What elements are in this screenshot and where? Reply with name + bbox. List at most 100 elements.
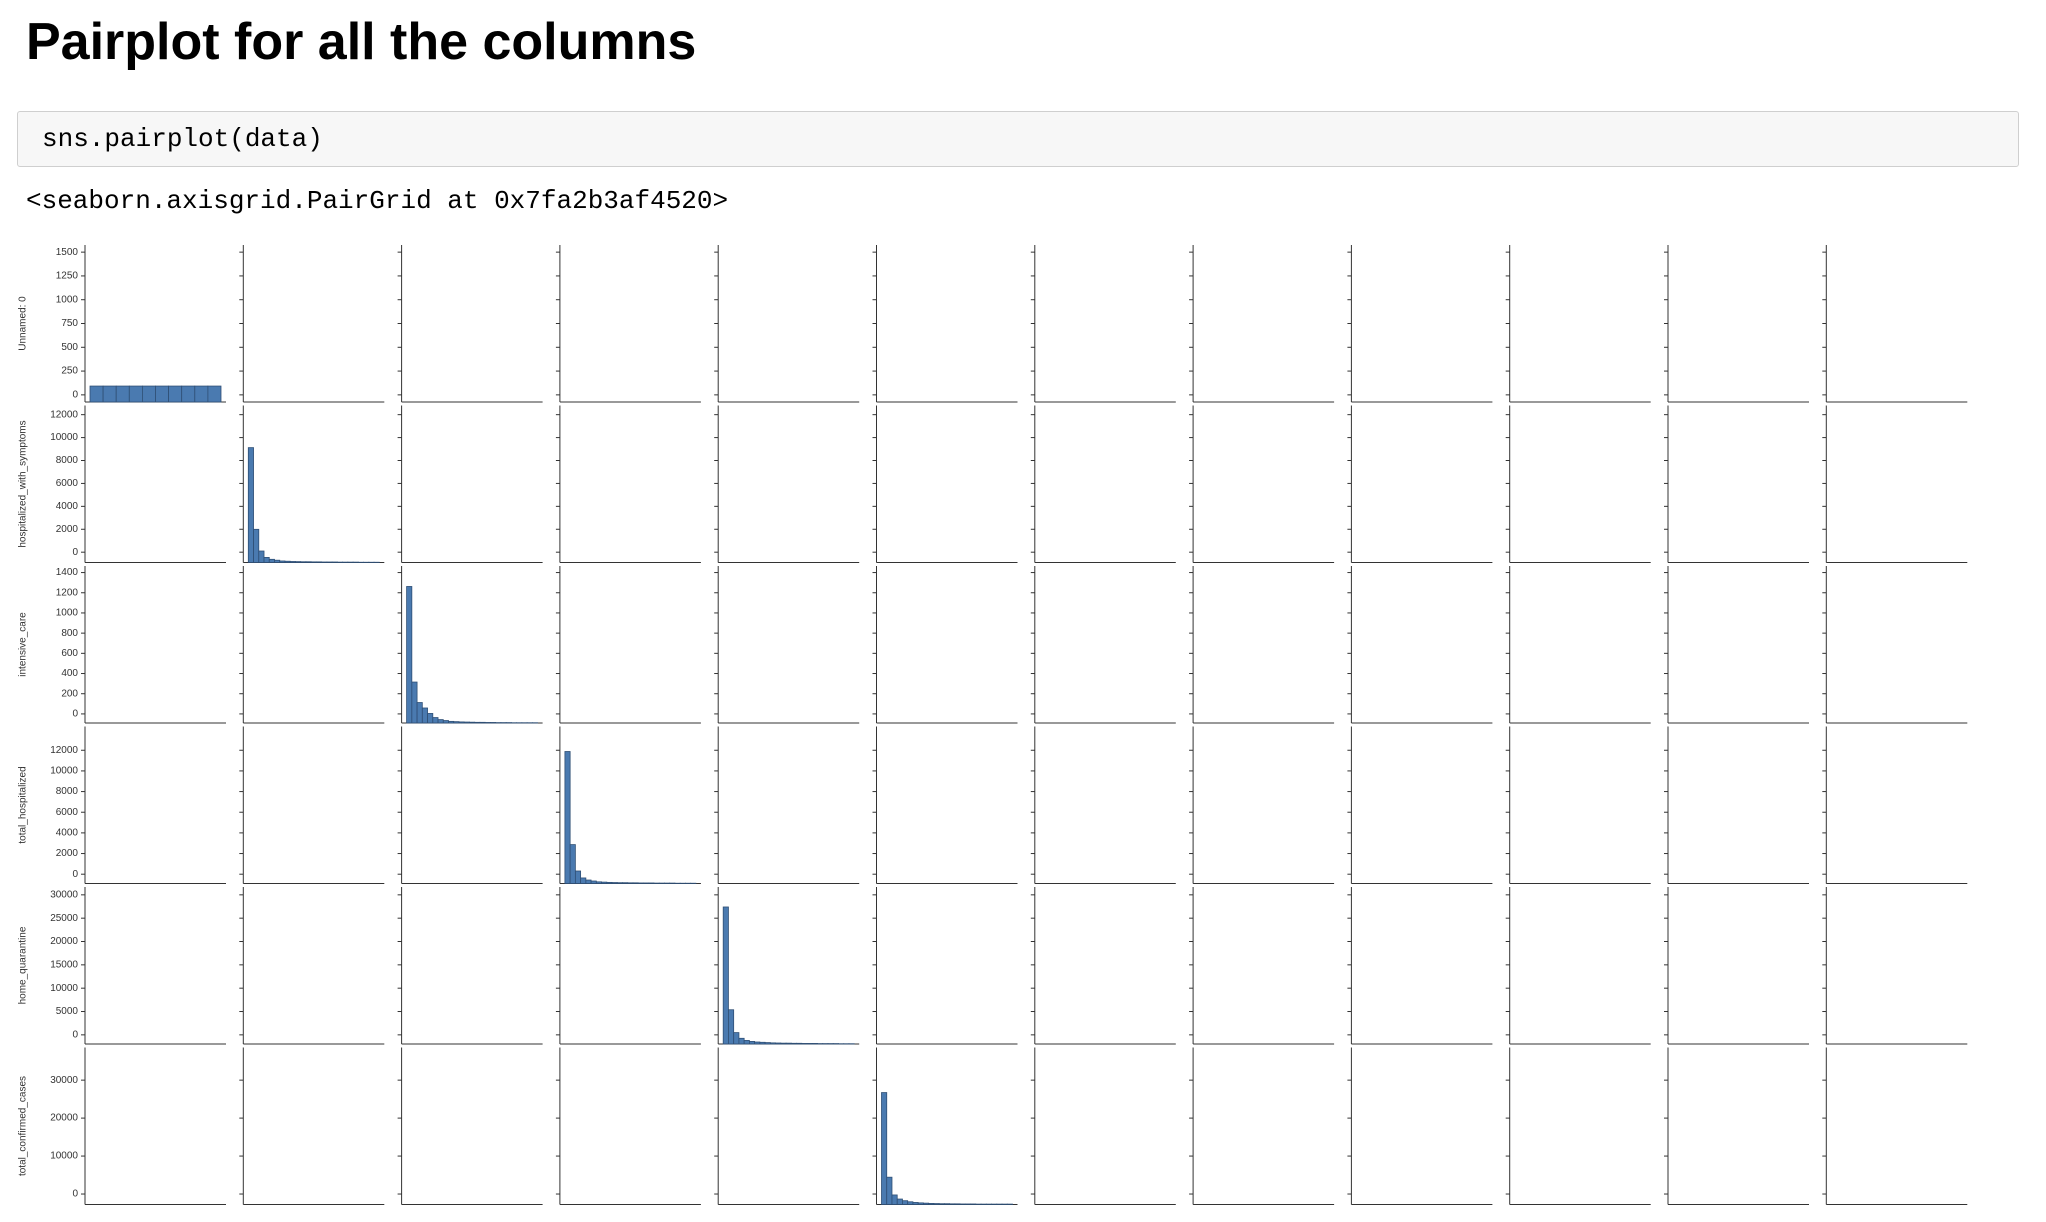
- hist-bar: [284, 560, 291, 563]
- hist-bar: [181, 385, 196, 403]
- y-tick-label: 200: [61, 688, 78, 699]
- hist-bar: [891, 1194, 898, 1205]
- hist-bar: [474, 721, 481, 724]
- hist-bar: [585, 879, 592, 884]
- hist-bar: [796, 1042, 803, 1045]
- hist-bar: [749, 1041, 756, 1045]
- hist-bar: [754, 1041, 761, 1045]
- heading: Pairplot for all the columns: [26, 13, 697, 71]
- hist-bar: [458, 721, 465, 724]
- hist-bar: [622, 882, 629, 884]
- hist-bar: [263, 556, 270, 563]
- y-tick-label: 30000: [50, 1075, 78, 1086]
- hist-bar: [295, 561, 302, 563]
- y-tick-label: 0: [72, 709, 78, 720]
- hist-bar: [437, 719, 444, 724]
- y-tick-label: 12000: [50, 745, 78, 756]
- hist-bar: [463, 721, 470, 724]
- hist-bar: [943, 1203, 951, 1205]
- hist-bar: [569, 844, 576, 884]
- hist-bar: [247, 447, 254, 563]
- code-cell[interactable]: sns.pairplot(data): [17, 111, 2019, 167]
- y-tick-label: 10000: [50, 1151, 78, 1162]
- hist-bar: [479, 721, 486, 724]
- hist-bar: [331, 561, 338, 563]
- hist-bar: [949, 1203, 956, 1205]
- hist-bar: [881, 1092, 888, 1205]
- y-tick-label: 12000: [50, 409, 78, 420]
- y-tick-label: 1500: [56, 247, 79, 258]
- y-tick-label: 4000: [56, 501, 79, 512]
- y-tick-label: 250: [61, 366, 78, 377]
- hist-bar: [954, 1203, 961, 1205]
- y-tick-label: 20000: [50, 936, 78, 947]
- hist-bar: [933, 1203, 940, 1205]
- hist-bar: [964, 1203, 971, 1205]
- hist-bar: [775, 1042, 782, 1045]
- y-tick-label: 1000: [56, 294, 79, 305]
- y-tick-label: 800: [61, 628, 78, 639]
- hist-bar: [194, 385, 209, 403]
- y-tick-label: 2000: [56, 524, 79, 535]
- y-tick-label: 8000: [56, 786, 79, 797]
- hist-bar: [448, 720, 455, 724]
- y-axis-label: intensive_care: [18, 612, 29, 677]
- hist-bar: [743, 1040, 750, 1045]
- hist-bar: [886, 1176, 893, 1205]
- y-tick-label: 500: [61, 342, 78, 353]
- y-tick-label: 10000: [50, 983, 78, 994]
- y-axis-label: home_quarantine: [18, 926, 29, 1004]
- hist-bar: [115, 385, 130, 403]
- y-tick-label: 8000: [56, 455, 79, 466]
- hist-bar: [632, 882, 639, 884]
- hist-bar: [959, 1203, 966, 1205]
- hist-bar: [648, 882, 655, 884]
- hist-bar: [279, 560, 286, 563]
- y-tick-label: 5000: [56, 1006, 79, 1017]
- hist-bar: [764, 1042, 771, 1045]
- y-axis-label: total_confirmed_cases: [18, 1076, 29, 1176]
- hist-bar: [453, 721, 460, 724]
- hist-bar: [168, 385, 183, 403]
- y-axis-label: total_hospitalized: [18, 766, 29, 843]
- hist-bar: [790, 1042, 797, 1045]
- hist-bar: [970, 1203, 977, 1205]
- y-tick-label: 0: [72, 1029, 78, 1040]
- y-tick-label: 6000: [56, 807, 79, 818]
- hist-bar: [917, 1202, 924, 1205]
- hist-bar: [722, 906, 729, 1045]
- hist-bar: [627, 882, 634, 884]
- y-tick-label: 1200: [56, 587, 79, 598]
- y-tick-label: 2000: [56, 848, 79, 859]
- hist-bar: [923, 1202, 930, 1205]
- hist-bar: [406, 586, 413, 724]
- hist-bar: [89, 385, 104, 403]
- hist-bar: [207, 385, 222, 403]
- hist-bar: [811, 1043, 818, 1045]
- hist-bar: [769, 1042, 776, 1045]
- y-axis-label: hospitalized_with_symptoms: [18, 420, 29, 547]
- hist-bar: [785, 1042, 792, 1045]
- y-tick-label: 600: [61, 648, 78, 659]
- cell-output: <seaborn.axisgrid.PairGrid at 0x7fa2b3af…: [26, 186, 729, 216]
- y-tick-label: 15000: [50, 959, 78, 970]
- hist-bar: [469, 721, 476, 724]
- hist-bar: [326, 561, 333, 563]
- hist-bar: [316, 561, 323, 563]
- hist-bar: [305, 561, 312, 563]
- hist-bar: [141, 385, 156, 403]
- hist-bar: [590, 880, 597, 884]
- hist-bar: [580, 877, 587, 884]
- hist-bar: [442, 720, 449, 724]
- hist-bar: [806, 1043, 813, 1045]
- hist-bar: [258, 550, 265, 563]
- y-tick-label: 750: [61, 318, 78, 329]
- y-tick-label: 1400: [56, 567, 79, 578]
- y-tick-label: 0: [72, 547, 78, 558]
- hist-bar: [938, 1203, 945, 1205]
- hist-bar: [637, 882, 644, 884]
- hist-bar: [289, 561, 296, 563]
- y-tick-label: 400: [61, 668, 78, 679]
